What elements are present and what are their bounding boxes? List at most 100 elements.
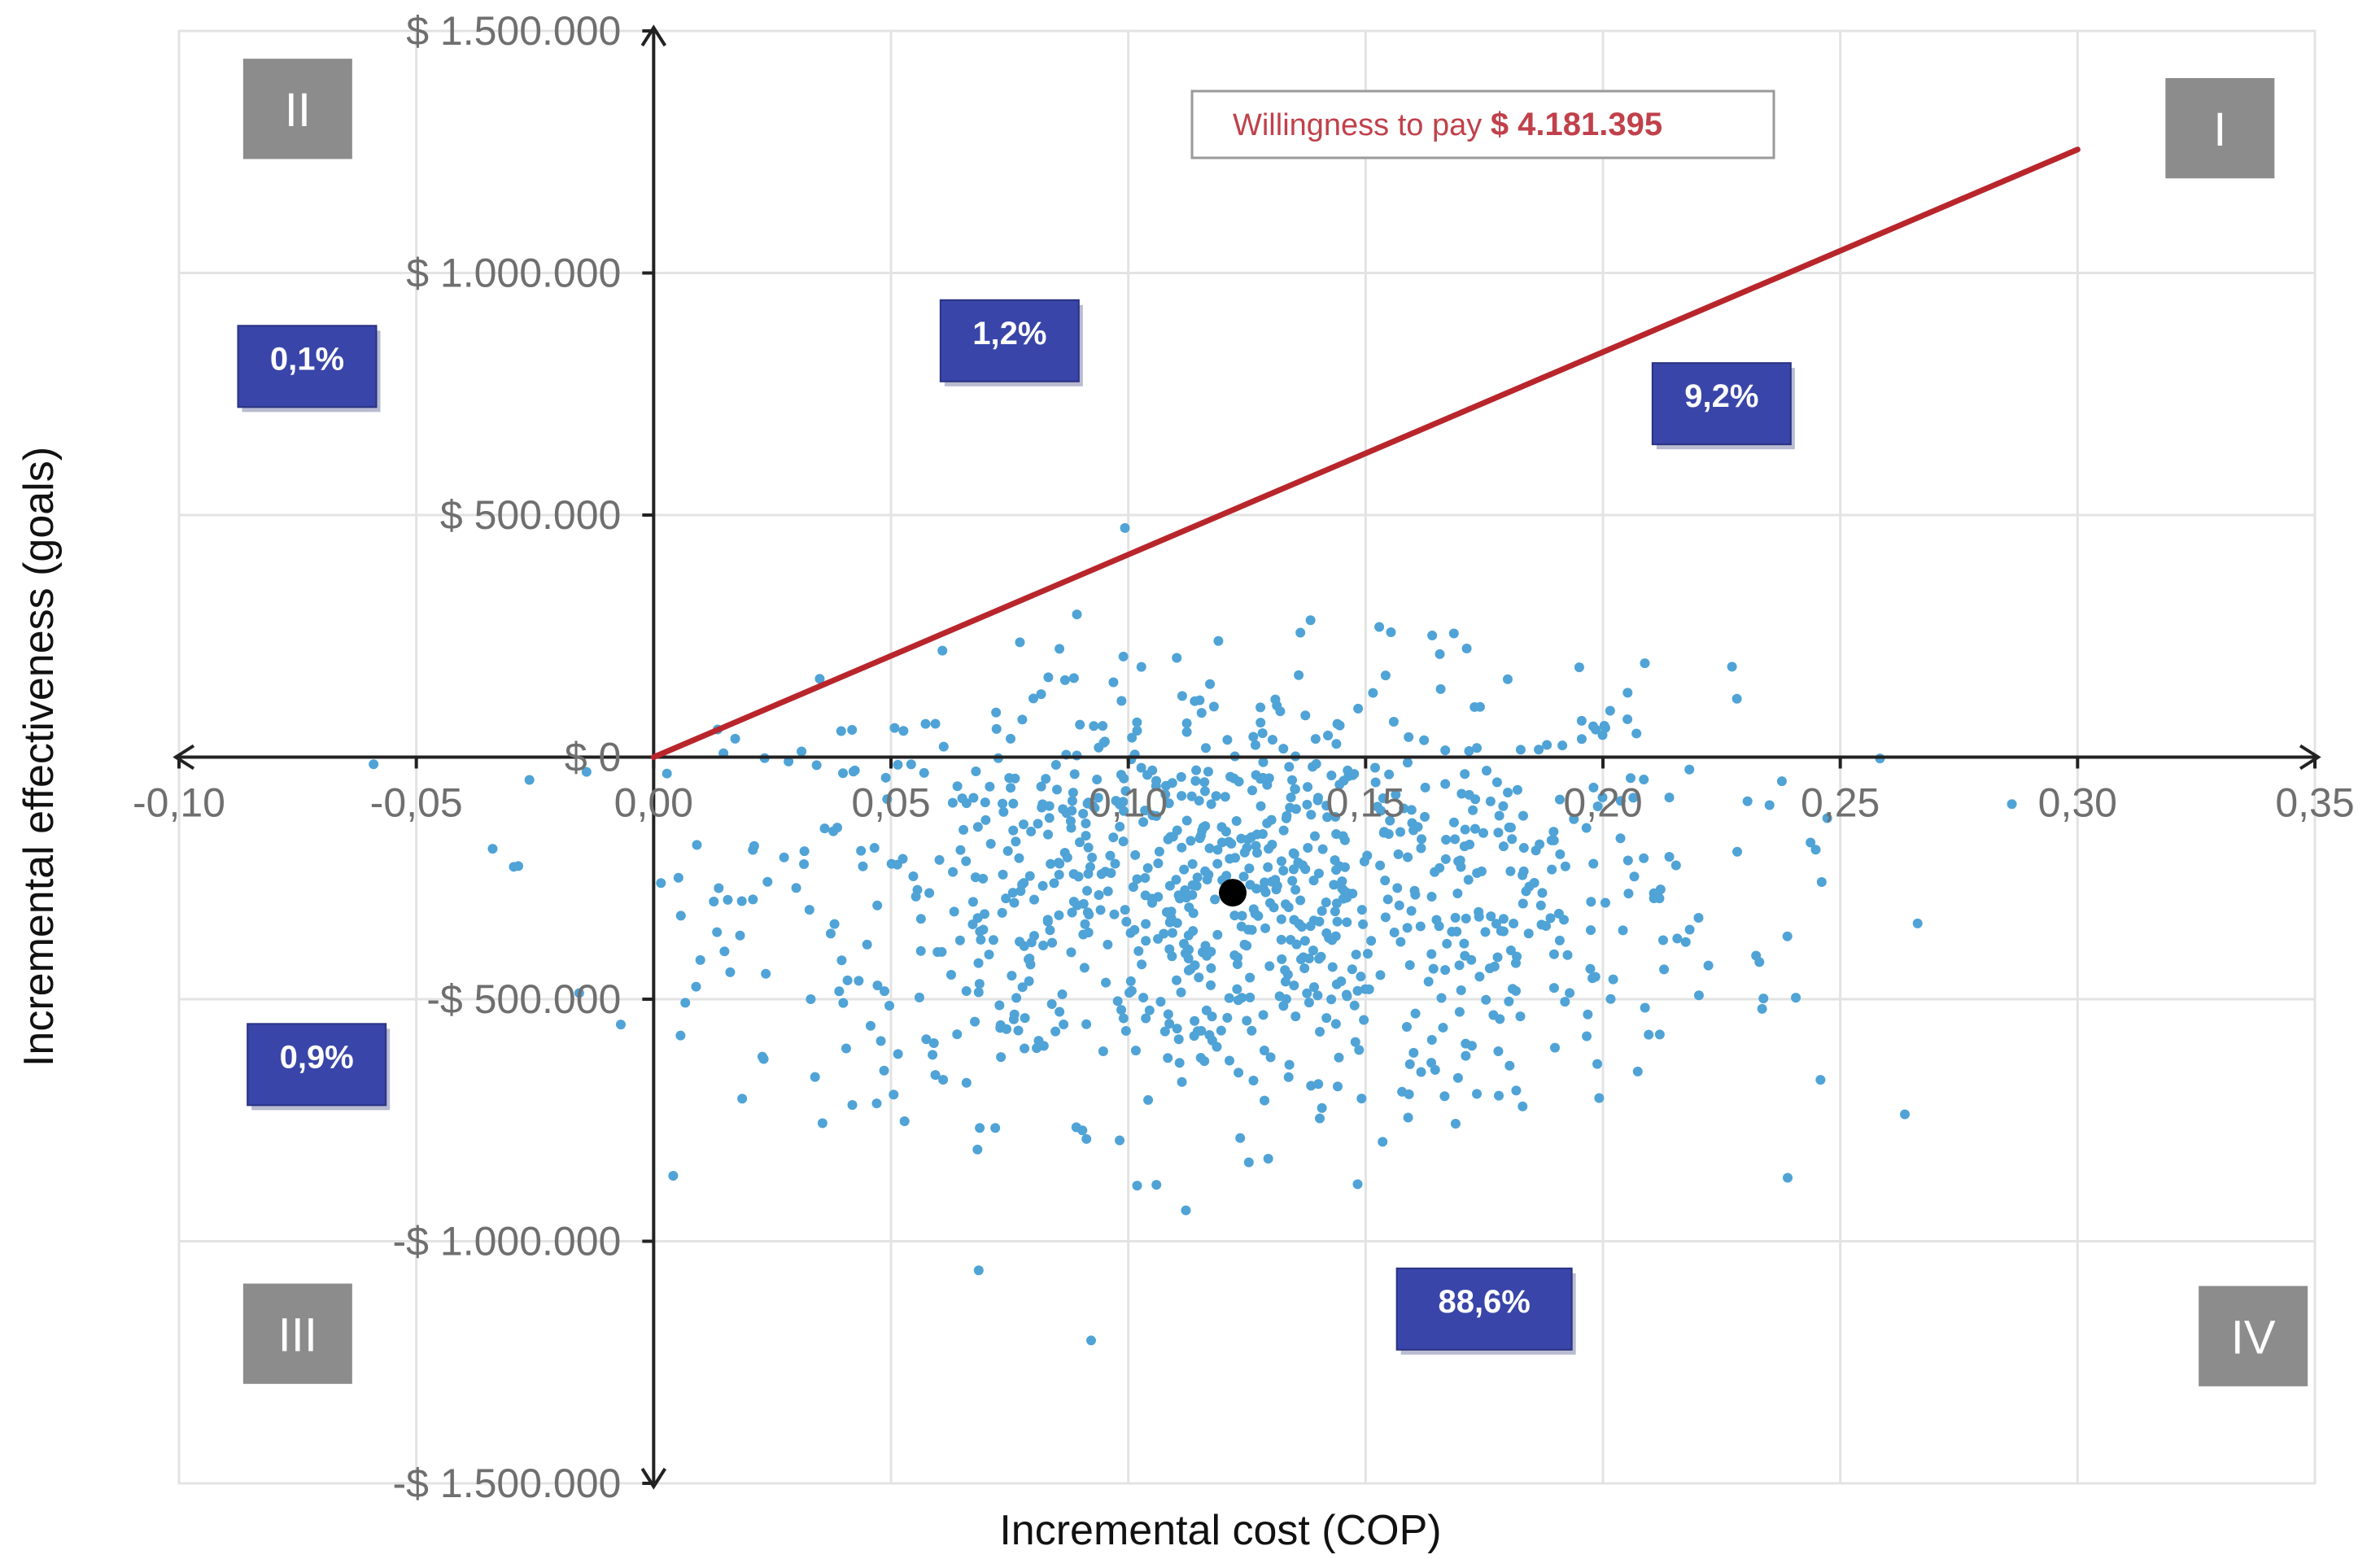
scatter-point [1068, 897, 1079, 907]
scatter-point [957, 793, 967, 804]
scatter-point [814, 674, 825, 684]
scatter-point [1900, 1109, 1911, 1120]
scatter-point [1537, 888, 1548, 898]
scatter-point [1094, 742, 1104, 753]
scatter-point [1576, 715, 1587, 726]
scatter-point [1028, 693, 1039, 704]
scatter-point [1358, 919, 1369, 929]
scatter-point [998, 869, 1008, 880]
scatter-point [1083, 868, 1094, 879]
scatter-point [1308, 915, 1319, 926]
scatter-point [1456, 788, 1467, 799]
scatter-point [1105, 850, 1116, 861]
scatter-point [1073, 871, 1084, 882]
scatter-point [1289, 980, 1299, 991]
scatter-point [1037, 880, 1048, 891]
scatter-point [1196, 708, 1207, 718]
scatter-point [1356, 972, 1366, 982]
scatter-point [1120, 522, 1130, 533]
scatter-point [1258, 1010, 1269, 1020]
scatter-point [1081, 1133, 1092, 1144]
scatter-point [1326, 994, 1337, 1005]
scatter-point [1264, 961, 1275, 972]
quadrant-box-I [2165, 77, 2275, 179]
scatter-point [1592, 801, 1603, 812]
scatter-point [748, 894, 758, 905]
y-tick-label: $ 1.500.000 [406, 8, 621, 54]
scatter-point [509, 862, 519, 872]
scatter-point [1281, 813, 1291, 823]
scatter-point [973, 1265, 984, 1276]
scatter-point [1535, 839, 1545, 849]
scatter-point [1163, 1009, 1173, 1020]
scatter-point [1120, 786, 1131, 797]
scatter-point [784, 756, 794, 766]
scatter-point [1067, 806, 1077, 816]
scatter-point [1007, 888, 1018, 898]
scatter-point [712, 927, 723, 937]
scatter-point [1453, 856, 1464, 867]
scatter-point [799, 858, 810, 869]
scatter-point [1428, 963, 1439, 974]
scatter-point [1306, 1081, 1317, 1091]
scatter-point [1417, 834, 1427, 845]
scatter-point [1108, 832, 1119, 843]
scatter-point [1639, 853, 1649, 863]
scatter-point [1529, 877, 1539, 888]
scatter-point [938, 741, 949, 752]
scatter-point [1189, 1031, 1199, 1042]
percent-label: 1,2% [972, 316, 1046, 352]
scatter-point [1461, 644, 1472, 654]
scatter-point [1044, 813, 1055, 823]
scatter-point [1267, 839, 1277, 849]
scatter-point [1055, 644, 1065, 654]
scatter-point [1144, 1005, 1155, 1015]
scatter-point [1623, 889, 1634, 899]
scatter-point [804, 905, 814, 915]
scatter-point [985, 839, 996, 849]
scatter-point [1518, 898, 1528, 909]
scatter-point [1391, 789, 1401, 800]
scatter-point [1004, 773, 1015, 784]
scatter-point [1332, 916, 1343, 927]
scatter-point [1394, 900, 1404, 911]
scatter-point [1386, 627, 1396, 638]
scatter-point [1472, 1089, 1483, 1099]
scatter-point [730, 733, 740, 744]
scatter-point [1326, 771, 1337, 781]
scatter-point [1654, 893, 1665, 904]
scatter-point [972, 1144, 983, 1155]
scatter-point [1640, 658, 1650, 669]
scatter-point [1103, 939, 1113, 950]
scatter-point [1238, 871, 1249, 882]
scatter-point [1231, 815, 1242, 826]
scatter-point [1212, 858, 1223, 869]
scatter-point [1272, 701, 1282, 711]
scatter-point [1110, 858, 1120, 869]
scatter-point [1502, 674, 1513, 684]
scatter-point [1208, 701, 1219, 712]
scatter-point [662, 768, 672, 779]
scatter-point [1287, 876, 1298, 886]
scatter-point [954, 935, 965, 945]
scatter-point [996, 1052, 1007, 1063]
scatter-point [1199, 777, 1210, 788]
scatter-point [961, 986, 972, 997]
scatter-point [914, 992, 924, 1002]
scatter-point [1188, 926, 1199, 937]
scatter-point [691, 981, 701, 992]
scatter-point [811, 760, 822, 771]
scatter-point [1017, 982, 1028, 993]
scatter-point [1278, 865, 1289, 876]
scatter-point [1078, 898, 1089, 909]
scatter-point [1426, 1058, 1437, 1068]
scatter-point [1380, 876, 1391, 886]
scatter-point [1132, 717, 1142, 727]
scatter-point [1116, 1005, 1127, 1015]
scatter-point [1098, 721, 1108, 731]
scatter-point [1179, 864, 1190, 875]
scatter-point [1349, 1000, 1360, 1011]
scatter-point [1605, 705, 1615, 716]
scatter-point [1515, 1011, 1526, 1022]
scatter-point [1197, 825, 1207, 836]
